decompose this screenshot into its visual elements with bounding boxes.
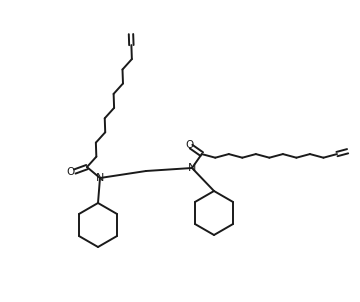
Text: N: N <box>188 163 196 173</box>
Text: N: N <box>96 173 104 183</box>
Text: O: O <box>67 166 75 176</box>
Text: O: O <box>185 140 193 149</box>
